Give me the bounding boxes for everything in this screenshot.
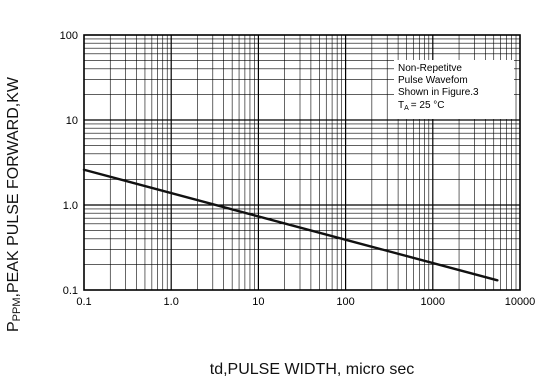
grid-lines	[84, 35, 520, 290]
y-axis-title-subscript: PPM	[11, 297, 23, 321]
y-axis-title-rest: ,PEAK PULSE FORWARD,KW	[5, 76, 22, 297]
y-tick-label: 100	[60, 30, 78, 42]
data-series	[82, 168, 499, 282]
series-line	[82, 168, 499, 282]
annotation-line-1: Non-Repetitve	[398, 63, 462, 74]
plot-frame	[83, 34, 521, 291]
annotation-temp-prefix: T	[398, 100, 404, 111]
x-tick-label: 100	[336, 296, 354, 308]
annotation-line-2: Pulse Wavefom	[398, 75, 468, 86]
annotation-box: Non-Repetitve Pulse Wavefom Shown in Fig…	[394, 60, 514, 119]
x-axis-title: td,PULSE WIDTH, micro sec	[210, 361, 414, 378]
annotation-temp-subscript: A	[404, 105, 409, 112]
x-tick-labels: 0.1 1.0 10 100 1000 10000	[76, 296, 535, 308]
y-tick-labels: 0.1 1.0 10 100	[60, 30, 78, 297]
annotation-temp-value: = 25 °C	[411, 100, 445, 111]
y-tick-label: 0.1	[63, 285, 78, 297]
x-tick-label: 10000	[505, 296, 536, 308]
y-axis-title-prefix: P	[5, 321, 22, 332]
annotation-background	[394, 60, 514, 119]
x-tick-label: 10	[252, 296, 264, 308]
annotation-temperature: TA = 25 °C	[398, 100, 445, 112]
y-tick-label: 10	[66, 115, 78, 127]
annotation-line-3: Shown in Figure.3	[398, 87, 479, 98]
x-tick-label: 1000	[421, 296, 445, 308]
x-tick-label: 1.0	[164, 296, 179, 308]
x-tick-label: 0.1	[76, 296, 91, 308]
y-axis-title: PPPM,PEAK PULSE FORWARD,KW	[5, 76, 23, 332]
y-tick-label: 1.0	[63, 200, 78, 212]
